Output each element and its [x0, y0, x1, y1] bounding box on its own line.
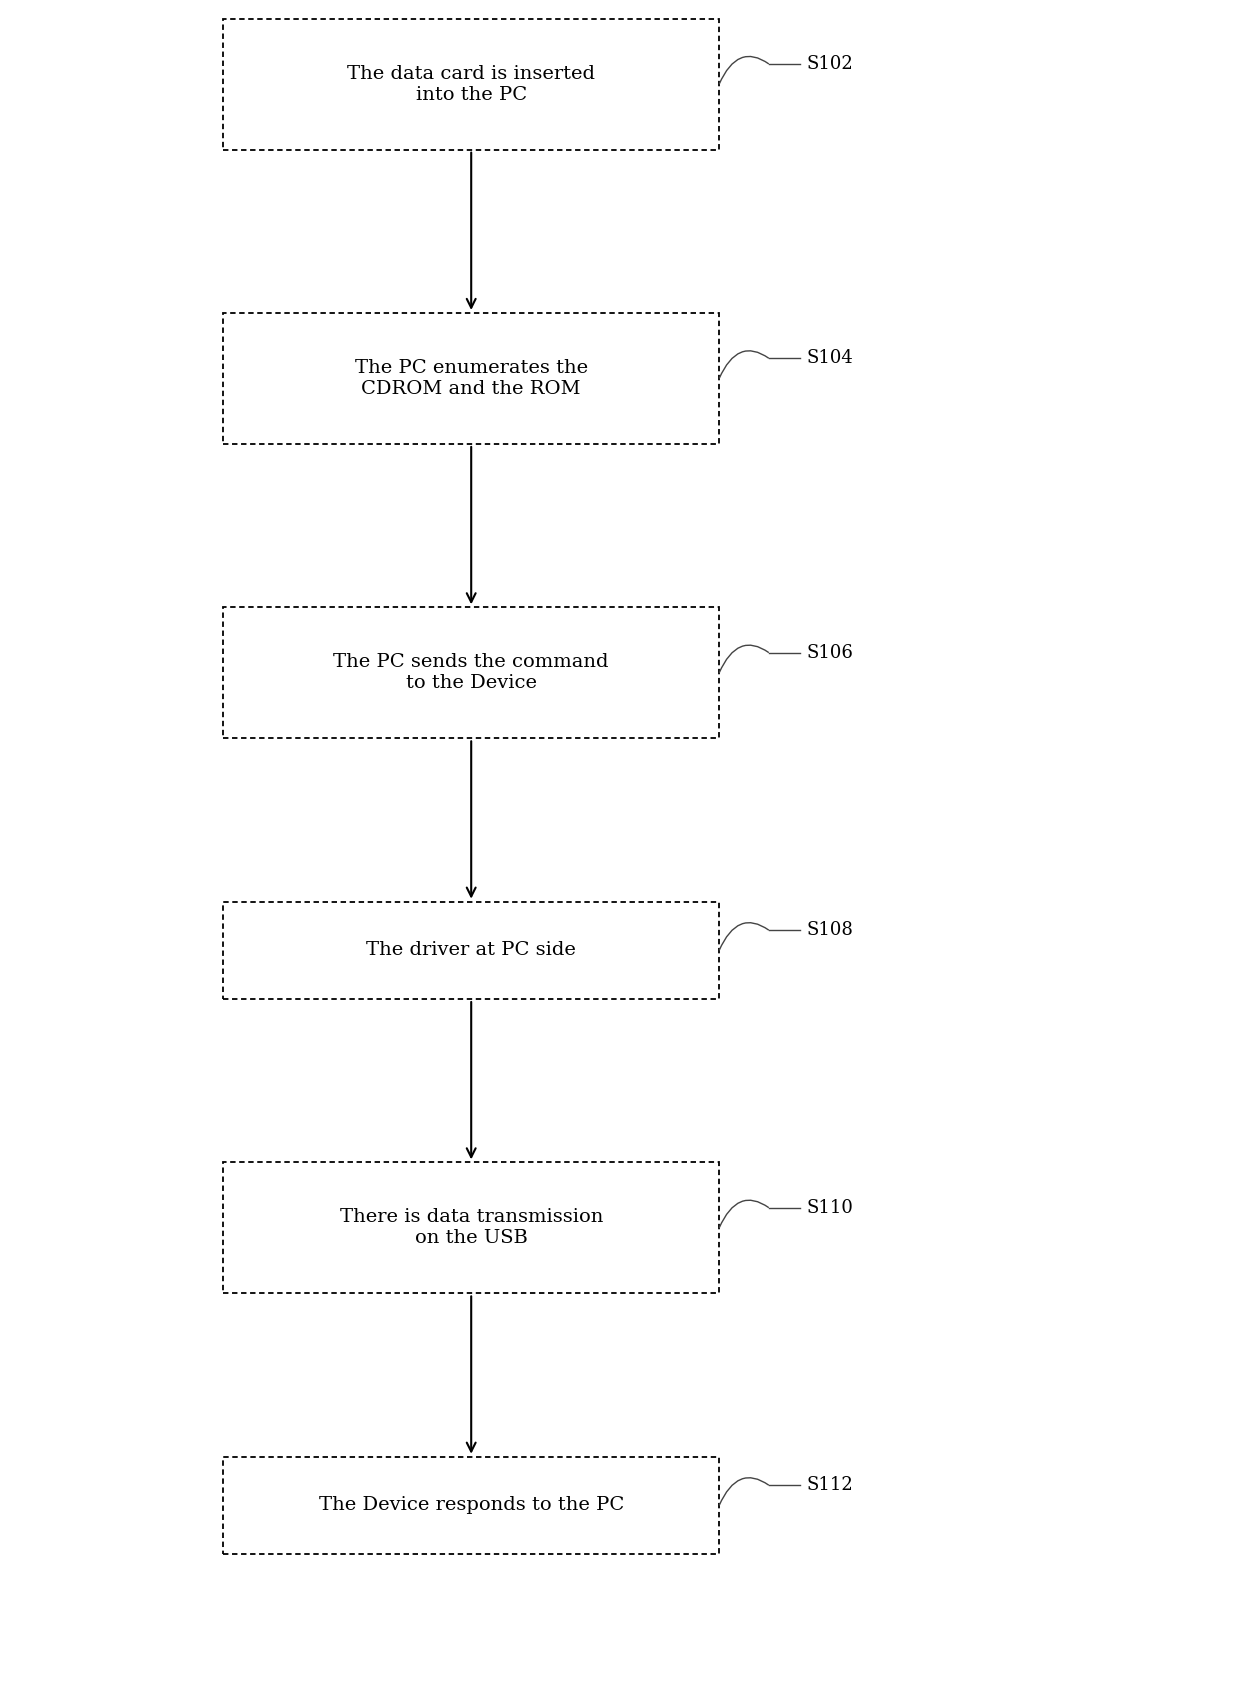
- Text: The data card is inserted
into the PC: The data card is inserted into the PC: [347, 64, 595, 104]
- Text: S112: S112: [806, 1477, 853, 1494]
- Text: S104: S104: [806, 350, 853, 367]
- Text: There is data transmission
on the USB: There is data transmission on the USB: [340, 1208, 603, 1248]
- Text: S108: S108: [806, 922, 853, 939]
- FancyBboxPatch shape: [223, 607, 719, 738]
- FancyBboxPatch shape: [223, 1162, 719, 1293]
- Text: The PC sends the command
to the Device: The PC sends the command to the Device: [334, 653, 609, 693]
- Text: S110: S110: [806, 1199, 853, 1216]
- Text: The Device responds to the PC: The Device responds to the PC: [319, 1497, 624, 1514]
- FancyBboxPatch shape: [223, 902, 719, 999]
- FancyBboxPatch shape: [223, 313, 719, 444]
- Text: S102: S102: [806, 56, 853, 72]
- Text: The driver at PC side: The driver at PC side: [366, 942, 577, 959]
- Text: The PC enumerates the
CDROM and the ROM: The PC enumerates the CDROM and the ROM: [355, 358, 588, 399]
- FancyBboxPatch shape: [223, 1457, 719, 1554]
- Text: S106: S106: [806, 644, 853, 661]
- FancyBboxPatch shape: [223, 19, 719, 150]
